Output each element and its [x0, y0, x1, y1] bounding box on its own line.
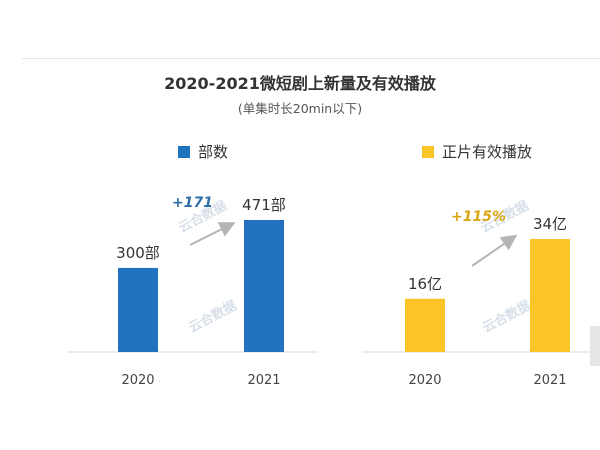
bar [530, 239, 570, 352]
bar [405, 298, 445, 352]
legend-left: 部数 [178, 141, 228, 162]
legend-right: 正片有效播放 [422, 141, 532, 162]
edge-fragment [590, 326, 600, 366]
growth-annotation: +171 [172, 195, 213, 211]
chart-title: 2020-2021微短剧上新量及有效播放 [164, 74, 436, 93]
x-tick-label: 2020 [121, 373, 154, 388]
legend-label-left: 部数 [198, 143, 229, 161]
x-tick-label: 2021 [247, 373, 280, 388]
chart-subtitle: (单集时长20min以下) [237, 101, 363, 116]
legend-swatch-blue [178, 145, 190, 158]
data-label: 16亿 [408, 275, 442, 293]
growth-arrow [189, 222, 236, 246]
legend-swatch-yellow [422, 145, 434, 158]
x-tick-label: 2020 [408, 373, 441, 388]
legend-label-right: 正片有效播放 [442, 143, 533, 161]
x-tick-label: 2021 [533, 373, 566, 388]
bar [244, 220, 284, 352]
bar [118, 267, 158, 352]
top-divider [22, 58, 600, 59]
data-label: 471部 [242, 196, 286, 214]
data-label: 34亿 [533, 215, 567, 233]
growth-annotation: +115% [451, 209, 506, 225]
growth-arrow [471, 234, 518, 267]
data-label: 300部 [116, 244, 160, 262]
